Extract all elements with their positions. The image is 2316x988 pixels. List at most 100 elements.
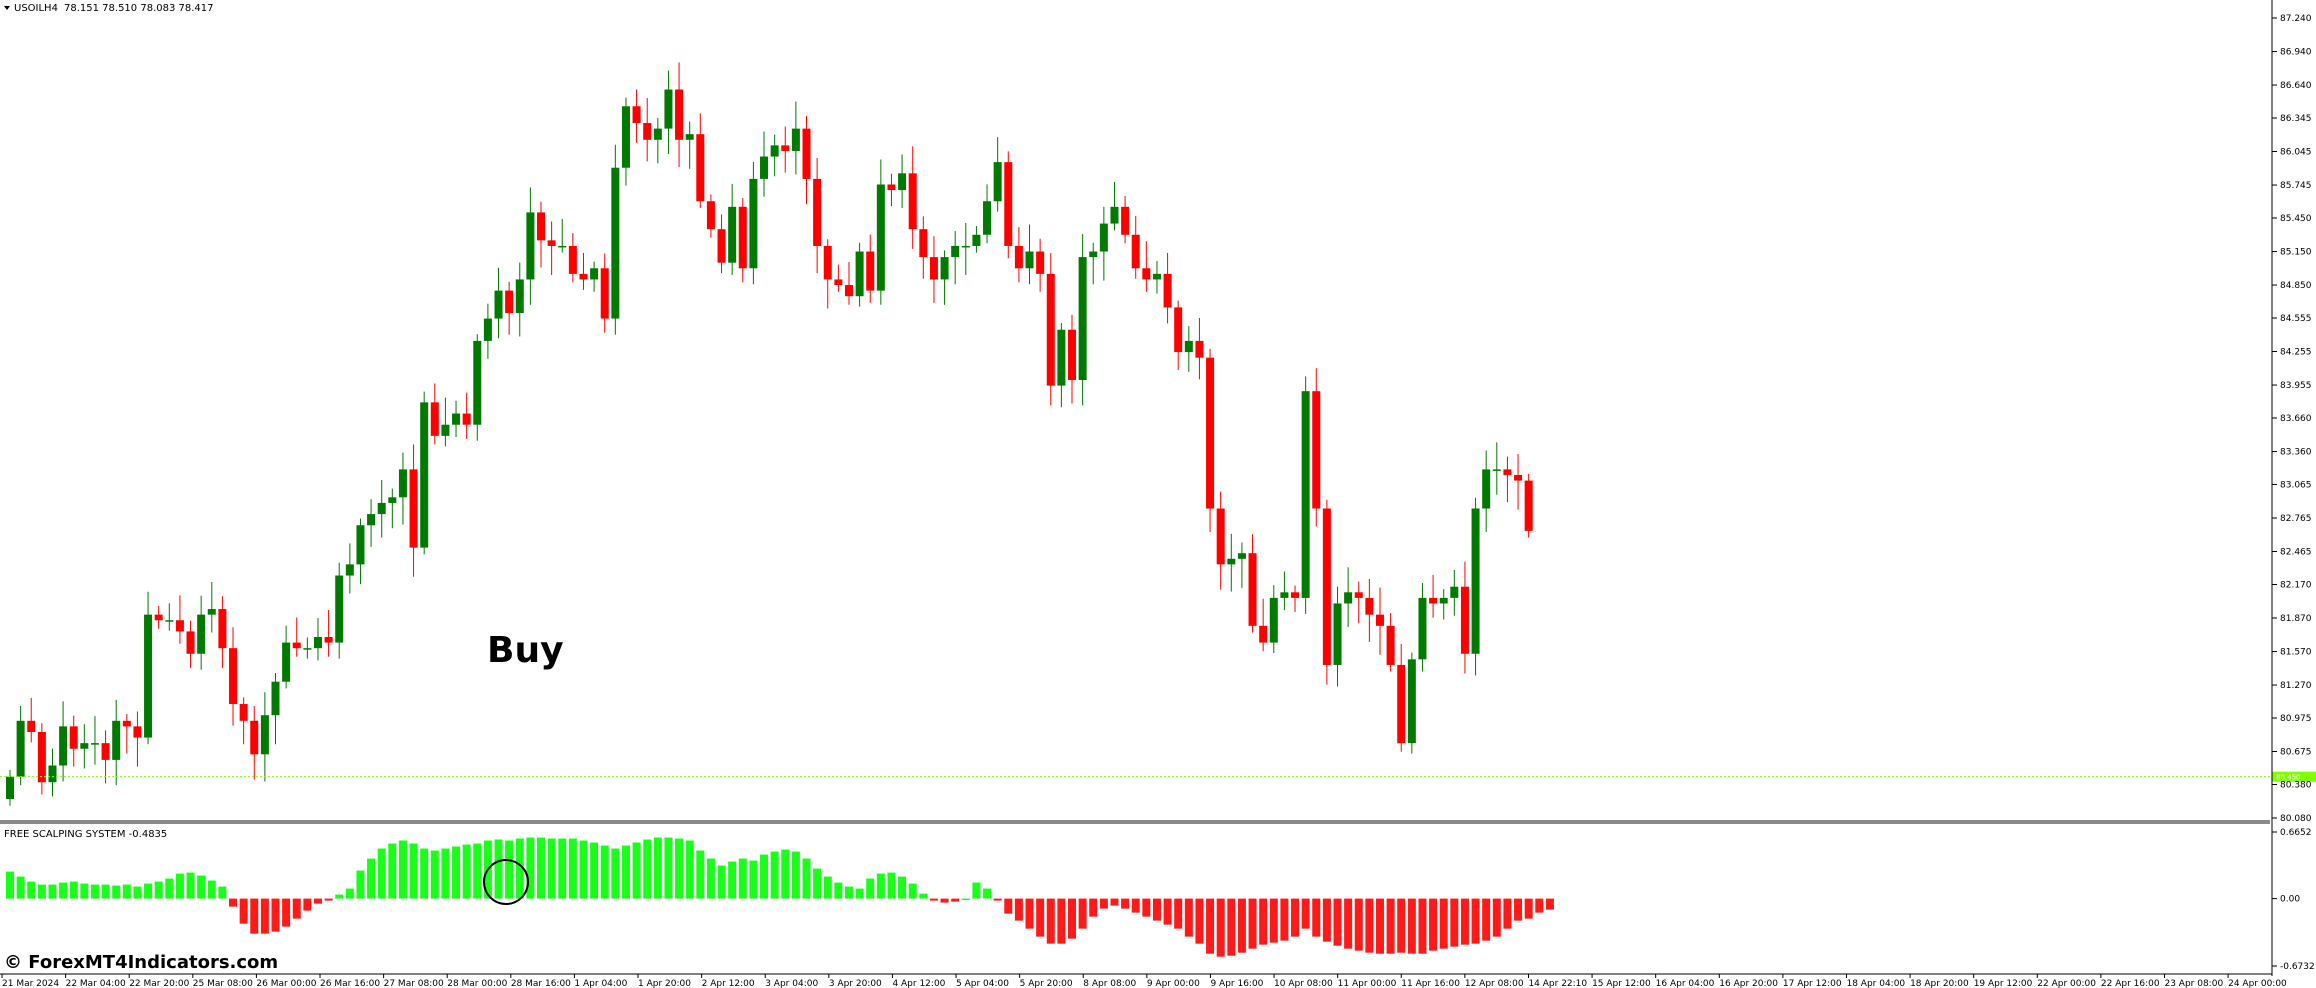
histogram-bar [345,888,354,899]
candle [144,591,153,745]
time-tick-label: 16 Apr 04:00 [1656,979,1715,988]
histogram-bar [1195,898,1204,944]
candle [1471,497,1480,676]
histogram-bar [1046,898,1055,944]
buy-annotation: Buy [487,630,564,671]
candle [303,637,312,659]
histogram-bar [1099,898,1108,909]
histogram-bar [760,854,769,899]
candle [462,392,471,439]
histogram-bar [1322,898,1331,942]
histogram-bar [207,880,216,899]
candle [706,194,715,238]
candle [377,479,386,538]
candle [568,233,577,283]
time-tick-label: 11 Apr 16:00 [1401,979,1460,988]
time-tick-label: 12 Apr 08:00 [1465,979,1524,988]
candle [1025,224,1034,285]
candle [696,113,705,208]
histogram-bar [292,898,301,919]
histogram-bar [1068,898,1076,939]
candle [770,134,779,177]
histogram-bar [590,842,599,899]
candle [1131,215,1140,279]
candle [685,121,694,169]
candle [1152,261,1161,294]
candle [271,672,280,745]
histogram-bar [101,884,110,899]
candle [993,137,1002,212]
symbol-name[interactable]: USOILH4 [14,3,58,14]
price-level-tag [2272,771,2316,782]
candle [1503,456,1512,503]
histogram-bar [197,875,206,899]
histogram-bar [823,876,832,899]
candlestick-series [6,62,1533,806]
histogram-bar [802,858,811,899]
candle [866,234,875,303]
candle [1397,644,1406,752]
candle [643,98,652,162]
histogram-bar [632,842,641,899]
pane-separator[interactable] [0,820,2270,824]
histogram-bar [1131,898,1140,913]
candle [526,187,535,305]
histogram-bar [1450,898,1459,947]
histogram-bar [175,873,184,899]
candle [558,218,567,253]
time-tick-label: 18 Apr 04:00 [1846,979,1905,988]
price-tick-label: 80.380 [2280,780,2312,790]
histogram-bar [154,881,163,899]
candle [356,518,365,585]
candle [186,620,195,668]
candle [675,62,684,167]
histogram-bar [1280,898,1289,941]
time-tick-label: 8 Apr 08:00 [1083,979,1136,988]
candle [1046,252,1055,406]
histogram-bar [1291,898,1300,937]
candle [1195,317,1204,380]
price-tick-label: 86.345 [2280,114,2312,124]
histogram-bar [1460,898,1469,945]
histogram-bar [229,898,238,907]
candle [1333,586,1342,687]
candle [547,221,556,275]
histogram-bar [929,898,938,901]
candle [1099,206,1108,281]
symbol-dropdown-icon[interactable] [4,6,10,10]
histogram-bar [473,843,482,899]
histogram-bar [1237,898,1246,953]
candle [250,705,259,780]
candle [1429,574,1438,618]
candle [335,562,344,659]
price-level-tag-label: 80.450 [2276,774,2301,782]
histogram-bar [951,898,960,902]
candle [398,452,407,525]
histogram-bar [388,843,397,899]
histogram-bar [186,872,195,899]
candle [951,231,960,285]
candle [717,214,726,274]
time-tick-label: 27 Mar 08:00 [384,979,444,988]
candle [1248,534,1257,633]
histogram-bar [961,898,970,901]
price-tick-label: 82.465 [2280,548,2312,558]
candle [855,242,864,307]
price-tick-label: 83.660 [2280,414,2312,424]
candle [823,239,832,309]
indicator-tick-label: 0.00 [2280,895,2300,905]
histogram-bar [537,837,545,899]
histogram-bar [940,898,949,903]
time-tick-label: 26 Mar 00:00 [256,979,316,988]
histogram-bar [706,858,715,899]
histogram-bar [133,886,142,899]
candle [1068,314,1076,404]
histogram-bar [37,884,46,899]
histogram-bar [834,882,843,899]
candle [579,252,588,290]
histogram-bar [1184,898,1193,937]
price-tick-label: 85.450 [2280,214,2312,224]
histogram-bar [420,848,429,899]
histogram-bar [621,845,630,899]
histogram-bar [48,884,57,899]
